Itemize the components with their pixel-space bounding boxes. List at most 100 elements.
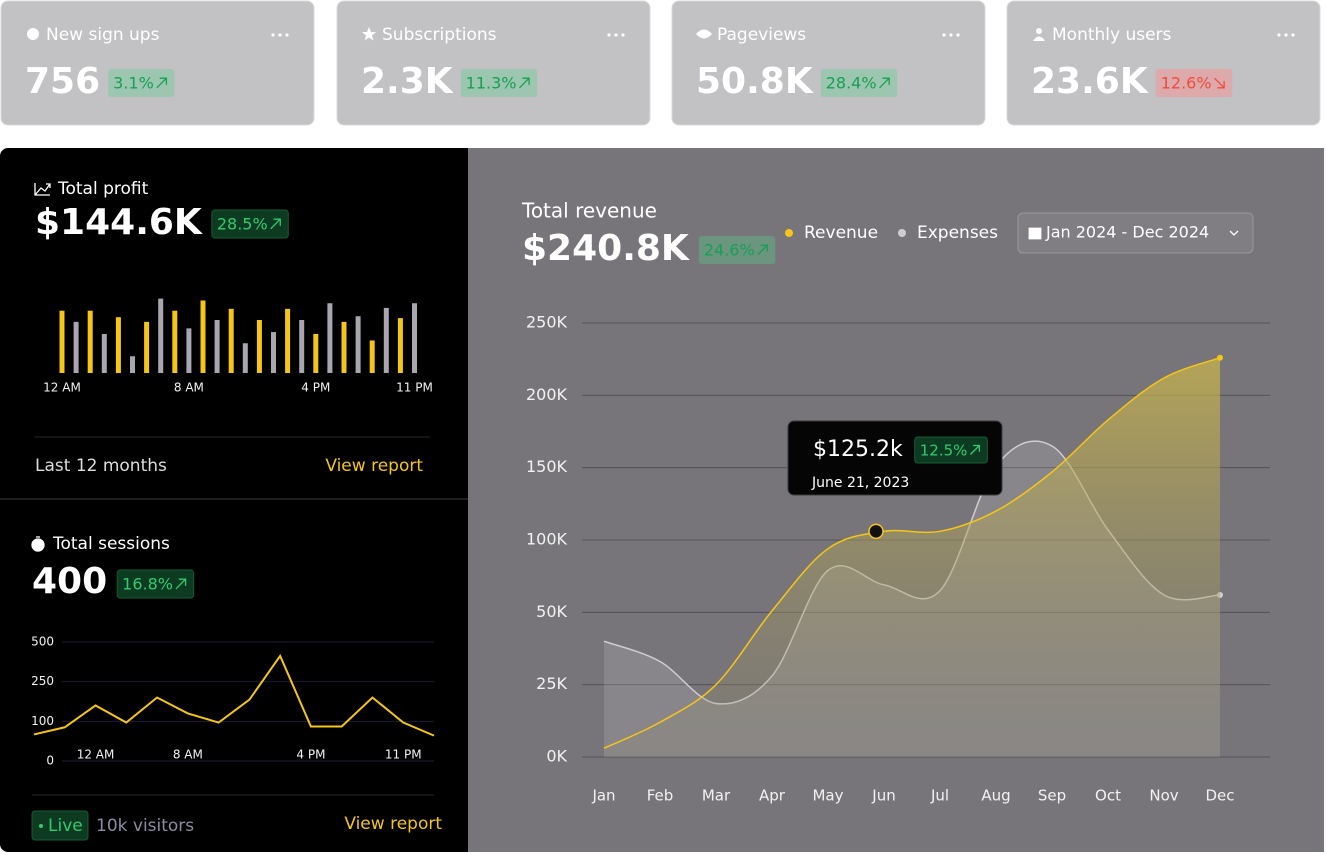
menu-dot xyxy=(271,33,275,37)
bar xyxy=(214,319,220,373)
badge-text: 28.4% xyxy=(826,74,877,93)
card-label: New sign ups xyxy=(46,25,160,45)
x-tick-label: Sep xyxy=(1038,787,1066,805)
x-tick-label: Jan xyxy=(591,787,615,805)
menu-dot xyxy=(956,33,960,37)
live-text: Live xyxy=(48,816,83,836)
badge-text: 16.8% xyxy=(122,575,173,594)
y-tick-label: 100K xyxy=(526,530,568,549)
change-badge: 28.5% xyxy=(211,209,289,239)
change-badge: 24.6% xyxy=(698,236,776,264)
x-tick-label: 8 AM xyxy=(174,381,204,395)
bar xyxy=(299,319,305,373)
tooltip-date: June 21, 2023 xyxy=(811,475,909,491)
menu-dot xyxy=(278,33,282,37)
badge-bg xyxy=(116,569,195,599)
card-icon xyxy=(1033,28,1045,41)
bar xyxy=(285,308,291,373)
bar xyxy=(412,303,417,373)
footer-text: Last 12 months xyxy=(35,456,167,476)
x-tick-label: Feb xyxy=(647,787,674,805)
legend-swatch xyxy=(898,229,906,237)
x-tick-label: Jul xyxy=(930,787,949,805)
date-range-text: Jan 2024 - Dec 2024 xyxy=(1045,223,1209,242)
menu-dot xyxy=(949,33,953,37)
badge-text: 12.5% xyxy=(920,442,968,460)
view-report-link[interactable]: View report xyxy=(344,814,442,834)
bar xyxy=(242,343,248,373)
badge-bg xyxy=(914,436,988,464)
badge-bg xyxy=(108,69,175,97)
legend-label: Revenue xyxy=(804,223,878,243)
view-report-link[interactable]: View report xyxy=(325,456,423,476)
profit-icon xyxy=(34,183,51,196)
stat-card xyxy=(0,0,315,126)
calendar-icon xyxy=(1028,227,1042,240)
card-value: 2.3K xyxy=(361,61,454,102)
change-badge: 12.5% xyxy=(914,436,988,464)
trend-arrow xyxy=(879,77,890,89)
stat-card xyxy=(671,0,986,126)
section-value: 400 xyxy=(32,561,107,602)
section-value: $240.8K xyxy=(522,228,690,269)
badge-text: 24.6% xyxy=(704,241,755,260)
card-value: 756 xyxy=(25,61,100,102)
bar xyxy=(115,317,121,373)
menu-dot xyxy=(607,33,611,37)
menu-dot xyxy=(942,33,946,37)
date-dropdown[interactable] xyxy=(1017,212,1254,254)
bar xyxy=(313,333,319,373)
card-value: 50.8K xyxy=(696,61,814,102)
menu-dot xyxy=(614,33,618,37)
x-tick-label: Aug xyxy=(981,787,1010,805)
line xyxy=(33,653,435,737)
bar xyxy=(355,316,361,373)
y-tick-label: 500 xyxy=(31,635,54,649)
menu-dot xyxy=(1291,33,1295,37)
trend-arrow xyxy=(519,77,530,89)
x-tick-label: 12 AM xyxy=(43,381,81,395)
x-tick-label: 4 PM xyxy=(296,748,325,762)
bar xyxy=(383,307,389,373)
x-tick-label: 4 PM xyxy=(301,381,330,395)
visitors-text: 10k visitors xyxy=(96,816,194,836)
trend-arrow xyxy=(156,77,168,89)
bar xyxy=(369,340,375,373)
x-tick-label: 11 PM xyxy=(396,381,433,395)
card-icon xyxy=(696,29,712,39)
badge-bg xyxy=(211,209,289,239)
y-tick-label: 250K xyxy=(526,313,568,332)
menu-dot xyxy=(1277,33,1281,37)
card-icon xyxy=(362,27,376,41)
trend-arrow xyxy=(270,218,281,230)
y-tick-label: 100 xyxy=(31,714,54,728)
stat-card xyxy=(336,0,651,126)
card-icon xyxy=(27,28,39,40)
bar xyxy=(172,310,178,373)
bar xyxy=(186,328,192,373)
bar xyxy=(144,321,150,373)
badge-bg xyxy=(820,69,898,97)
bar xyxy=(228,308,234,373)
badge-text: 28.5% xyxy=(217,215,268,234)
badge-text: 12.6% xyxy=(1161,74,1212,93)
section-title: Total profit xyxy=(57,179,149,199)
trend-arrow xyxy=(757,244,768,256)
bar xyxy=(271,332,276,373)
trend-arrow xyxy=(969,444,981,455)
x-tick-label: Apr xyxy=(759,787,786,805)
bar xyxy=(200,300,206,373)
bar xyxy=(101,333,107,373)
section-title: Total sessions xyxy=(52,534,170,554)
x-tick-label: 11 PM xyxy=(385,748,422,762)
x-tick-label: Jun xyxy=(871,787,895,805)
change-badge: 16.8% xyxy=(116,569,195,599)
stat-card xyxy=(1006,0,1321,126)
card-value: 23.6K xyxy=(1031,61,1149,102)
y-tick-label: 150K xyxy=(526,457,568,476)
card-label: Monthly users xyxy=(1052,25,1172,45)
hover-marker xyxy=(868,523,884,540)
x-tick-label: Nov xyxy=(1149,787,1178,805)
line xyxy=(603,357,1221,750)
